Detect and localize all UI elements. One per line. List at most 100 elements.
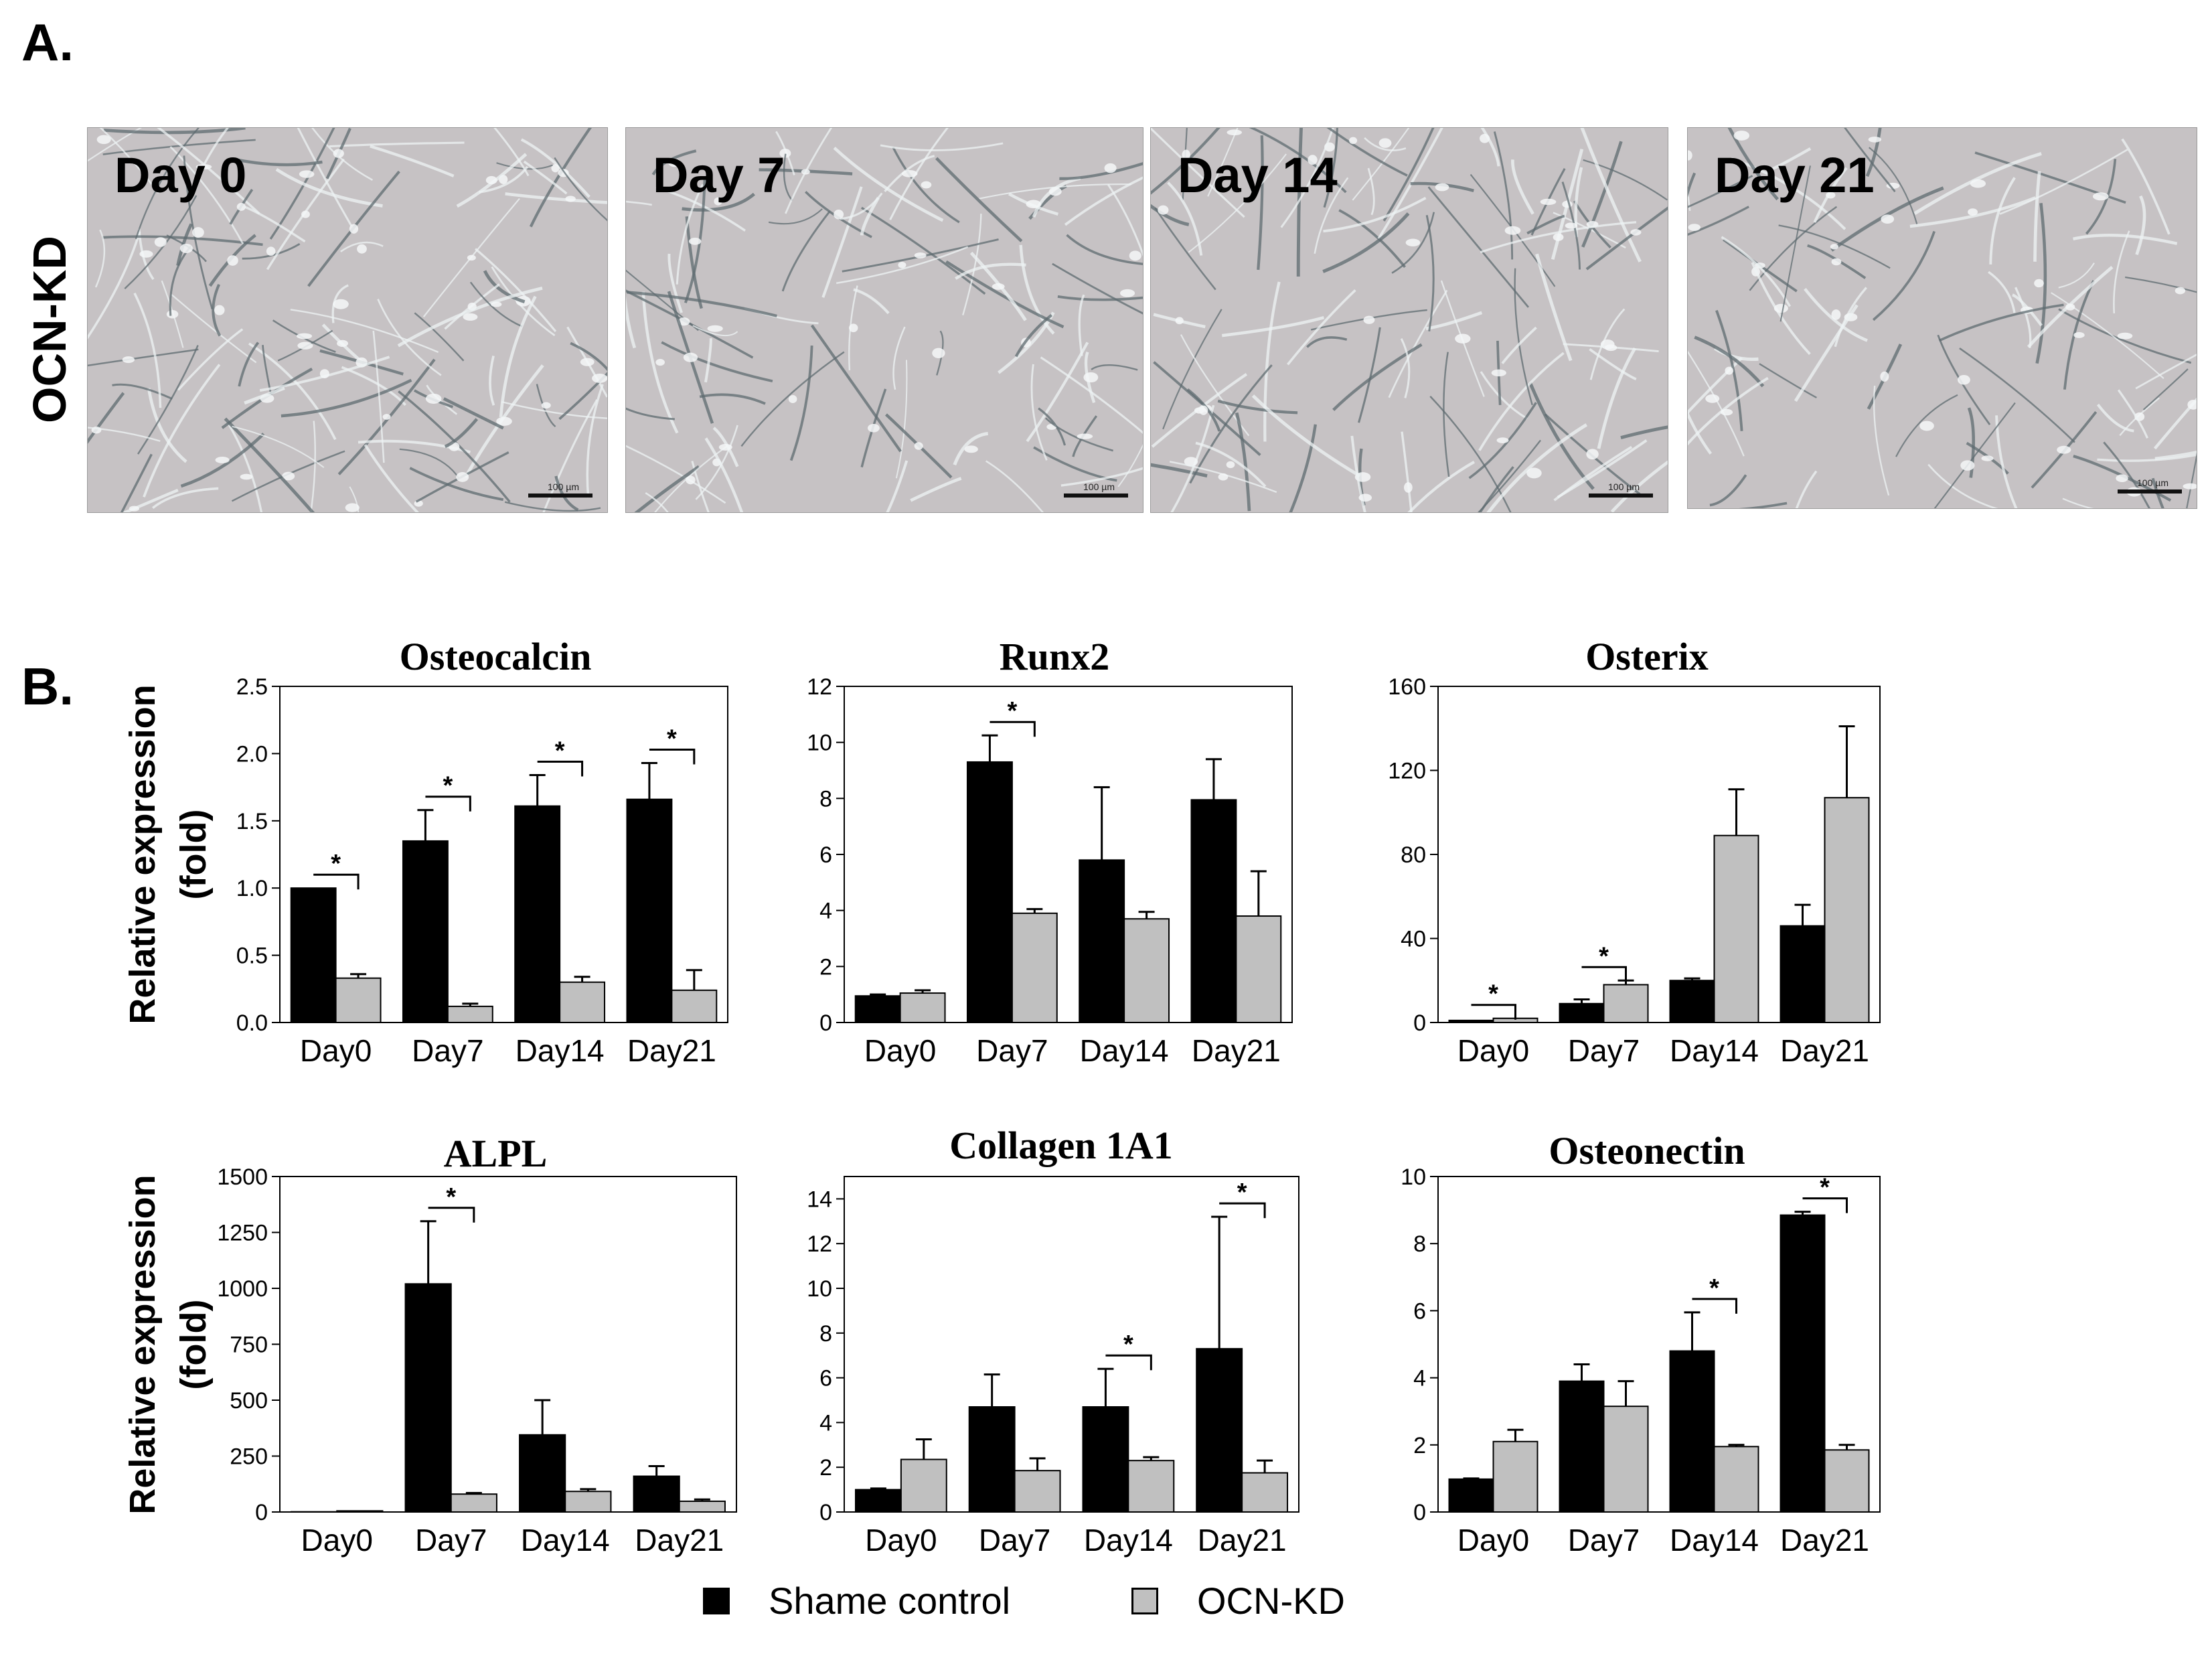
bar — [1190, 799, 1237, 1024]
y-tick-label: 120 — [1388, 759, 1426, 784]
chart-title: Collagen 1A1 — [949, 1124, 1173, 1167]
scale-bar — [528, 494, 592, 498]
y-tick-label: 6 — [819, 1366, 832, 1391]
bar — [447, 1005, 493, 1024]
cell-texture — [1688, 128, 2197, 508]
y-tick-label: 2.0 — [236, 741, 268, 767]
x-tick-label: Day7 — [979, 1523, 1050, 1558]
scale-bar-label: 100 µm — [548, 481, 579, 492]
significance-bracket — [428, 1207, 475, 1223]
scale-bar-label: 100 µm — [1608, 481, 1640, 492]
x-tick-label: Day7 — [415, 1523, 487, 1558]
significance-bracket — [990, 721, 1036, 737]
bar — [559, 981, 606, 1024]
x-tick-label: Day21 — [635, 1523, 724, 1558]
bar — [519, 1434, 566, 1513]
x-tick-label: Day0 — [1457, 1033, 1529, 1068]
bar — [678, 1500, 726, 1513]
y-tick-label: 750 — [230, 1333, 268, 1358]
chart-title: Osterix — [1585, 635, 1709, 678]
y-tick-label: 1250 — [217, 1221, 268, 1246]
y-tick-label: 2 — [819, 1455, 832, 1481]
y-tick-label: 12 — [807, 1231, 832, 1257]
bar — [1713, 1446, 1759, 1513]
y-tick-label: 250 — [230, 1444, 268, 1470]
chart-title: Runx2 — [1000, 635, 1109, 678]
panel-label-a: A. — [21, 13, 74, 72]
chart-osteocalcin: Osteocalcin 0.0 0.5 1.0 1.5 2.0 2.5 * Day0 * Day7 *… — [236, 635, 728, 1068]
scale-bar-label: 100 µm — [2137, 477, 2168, 488]
panel-label-b: B. — [21, 657, 74, 716]
chart-title: ALPL — [444, 1132, 548, 1175]
cell-texture — [88, 128, 607, 512]
significance-marker: * — [1599, 942, 1609, 970]
significance-bracket — [1471, 1004, 1516, 1020]
bar — [1669, 980, 1715, 1023]
bar — [336, 1510, 384, 1513]
bar — [854, 995, 901, 1023]
bar — [1713, 834, 1759, 1023]
x-tick-label: Day0 — [301, 1523, 373, 1558]
chart-osteonectin: Osteonectin 0 2 4 6 8 10 Day0 Day7 * Day14 * Day21 — [1401, 1129, 1881, 1558]
bar — [1448, 1019, 1494, 1024]
y-tick-label: 8 — [819, 1321, 832, 1347]
x-tick-label: Day14 — [521, 1523, 610, 1558]
y-axis-label-line1: Relative expression — [123, 684, 163, 1024]
significance-marker: * — [667, 725, 677, 753]
significance-bracket — [1802, 1197, 1848, 1213]
significance-bracket — [649, 748, 696, 765]
bar — [633, 1475, 680, 1513]
bar — [1824, 1449, 1870, 1513]
legend-item-ocn-kd: OCN-KD — [1131, 1579, 1345, 1622]
x-tick-label: Day7 — [412, 1033, 483, 1068]
bar — [854, 1489, 902, 1513]
x-tick-label: Day0 — [864, 1033, 936, 1068]
y-tick-label: 1500 — [217, 1164, 268, 1190]
x-tick-label: Day7 — [1568, 1033, 1640, 1068]
x-tick-label: Day14 — [1670, 1523, 1759, 1558]
plot-frame — [279, 686, 728, 1023]
micrograph-day21: Day 21 100 µm — [1687, 127, 2197, 509]
x-tick-label: Day21 — [1780, 1033, 1869, 1068]
scale-bar — [2118, 489, 2182, 494]
significance-marker: * — [555, 737, 565, 765]
significance-marker: * — [443, 772, 453, 800]
x-tick-label: Day14 — [516, 1033, 605, 1068]
bar — [1780, 1214, 1826, 1513]
y-tick-label: 0 — [1413, 1500, 1426, 1525]
micrograph-label: Day 14 — [1178, 147, 1338, 203]
bar — [1669, 1350, 1715, 1513]
bar — [1492, 1440, 1538, 1513]
y-tick-label: 8 — [819, 786, 832, 812]
bar — [402, 840, 449, 1024]
y-tick-label: 500 — [230, 1388, 268, 1414]
significance-bracket — [1581, 966, 1627, 982]
bar — [335, 977, 382, 1023]
bar — [671, 989, 718, 1023]
chart-alpl: ALPL 0 250 500 750 1000 1250 1500 Day0 * Day7 Day14… — [217, 1132, 737, 1558]
bar — [1079, 859, 1125, 1024]
x-tick-label: Day0 — [1457, 1523, 1529, 1558]
significance-bracket — [425, 796, 471, 812]
x-tick-label: Day7 — [1568, 1523, 1640, 1558]
bar — [1559, 1002, 1605, 1023]
y-tick-label: 0 — [819, 1010, 832, 1036]
significance-marker: * — [1237, 1179, 1247, 1207]
chart-runx2: Runx2 0 2 4 6 8 10 12 Day0 * Day7 Day14 Day21 — [807, 635, 1293, 1068]
y-axis-label: Relative expression (fold) — [123, 1175, 214, 1514]
cell-texture — [626, 128, 1143, 512]
x-tick-label: Day14 — [1080, 1033, 1169, 1068]
cell-texture — [1151, 128, 1668, 512]
y-tick-label: 10 — [1401, 1164, 1426, 1190]
bar — [564, 1491, 612, 1513]
bar — [1448, 1478, 1494, 1513]
y-axis-label-line1: Relative expression — [123, 1175, 163, 1514]
significance-marker: * — [446, 1183, 456, 1211]
y-tick-label: 4 — [819, 1410, 832, 1436]
micrograph-day7: Day 7 100 µm — [625, 127, 1143, 513]
significance-marker: * — [331, 850, 341, 878]
significance-marker: * — [1820, 1174, 1830, 1202]
scale-bar — [1589, 494, 1653, 498]
significance-marker: * — [1123, 1331, 1133, 1359]
